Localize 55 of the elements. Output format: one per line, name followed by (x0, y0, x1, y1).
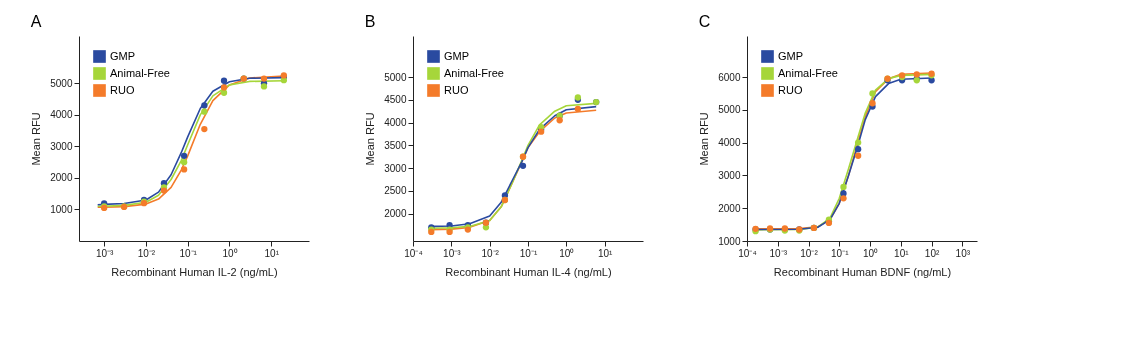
x-tick-label: 10⁻¹ (519, 247, 538, 259)
x-tick-label: 10⁰ (222, 247, 238, 259)
y-tick-label: 2000 (384, 208, 407, 220)
legend-label: Animal-Free (110, 66, 170, 79)
legend-label: GMP (444, 49, 470, 62)
x-axis-title: Recombinant Human BDNF (ng/mL) (773, 265, 952, 278)
y-tick-label: 6000 (718, 71, 741, 83)
x-tick-label: 10⁰ (862, 247, 879, 259)
x-tick-label: 10¹ (894, 247, 910, 259)
x-tick-label: 10⁻² (481, 247, 500, 259)
y-tick-label: 4000 (50, 109, 73, 121)
y-tick-label: 4000 (718, 137, 741, 149)
y-tick-label: 4000 (384, 117, 407, 129)
y-axis-title: Mean RFU (30, 112, 43, 166)
y-tick-label: 2000 (50, 172, 73, 184)
x-tick-label: 10³ (955, 247, 971, 259)
x-tick-label: 10⁻² (800, 247, 819, 259)
legend-label: RUO (444, 83, 469, 96)
legend-label: RUO (778, 83, 803, 96)
chart-title: A (30, 13, 42, 30)
x-tick-label: 10¹ (597, 247, 614, 259)
x-tick-label: 10² (924, 247, 940, 259)
x-tick-label: 10⁻² (137, 247, 156, 259)
x-tick-label: 10⁻³ (443, 247, 462, 259)
x-tick-label: 10⁻⁴ (404, 247, 423, 259)
y-tick-label: 1000 (50, 203, 73, 215)
x-axis-title: Recombinant Human IL-4 (ng/mL) (445, 265, 612, 278)
legend-label: GMP (778, 49, 804, 62)
x-tick-label: 10⁻⁴ (738, 247, 757, 259)
legend-label: Animal-Free (444, 66, 504, 79)
chart-title: C (698, 13, 711, 30)
y-tick-label: 2000 (718, 202, 741, 214)
y-tick-label: 1000 (718, 235, 741, 247)
x-tick-label: 10⁻³ (95, 247, 115, 259)
x-tick-label: 10⁻¹ (179, 247, 198, 259)
y-tick-label: 5000 (384, 71, 407, 83)
x-tick-label: 10⁰ (559, 247, 575, 259)
x-tick-label: 10⁻¹ (831, 247, 850, 259)
x-axis-title: Recombinant Human IL-2 (ng/mL) (111, 265, 278, 278)
y-tick-label: 4500 (384, 94, 407, 106)
y-axis-title: Mean RFU (364, 112, 377, 166)
y-tick-label: 3000 (384, 162, 407, 174)
legend-label: GMP (110, 49, 136, 62)
x-tick-label: 10⁻³ (769, 247, 788, 259)
y-tick-label: 5000 (50, 77, 73, 89)
y-tick-label: 5000 (718, 104, 741, 116)
y-tick-label: 3000 (50, 140, 73, 152)
legend-label: RUO (110, 83, 135, 96)
y-tick-label: 3000 (718, 169, 741, 181)
x-tick-label: 10¹ (264, 247, 280, 259)
chart-title: B (364, 13, 376, 30)
y-tick-label: 2500 (384, 185, 407, 197)
y-axis-title: Mean RFU (698, 112, 711, 166)
y-tick-label: 3500 (384, 139, 407, 151)
legend-label: Animal-Free (778, 66, 838, 79)
